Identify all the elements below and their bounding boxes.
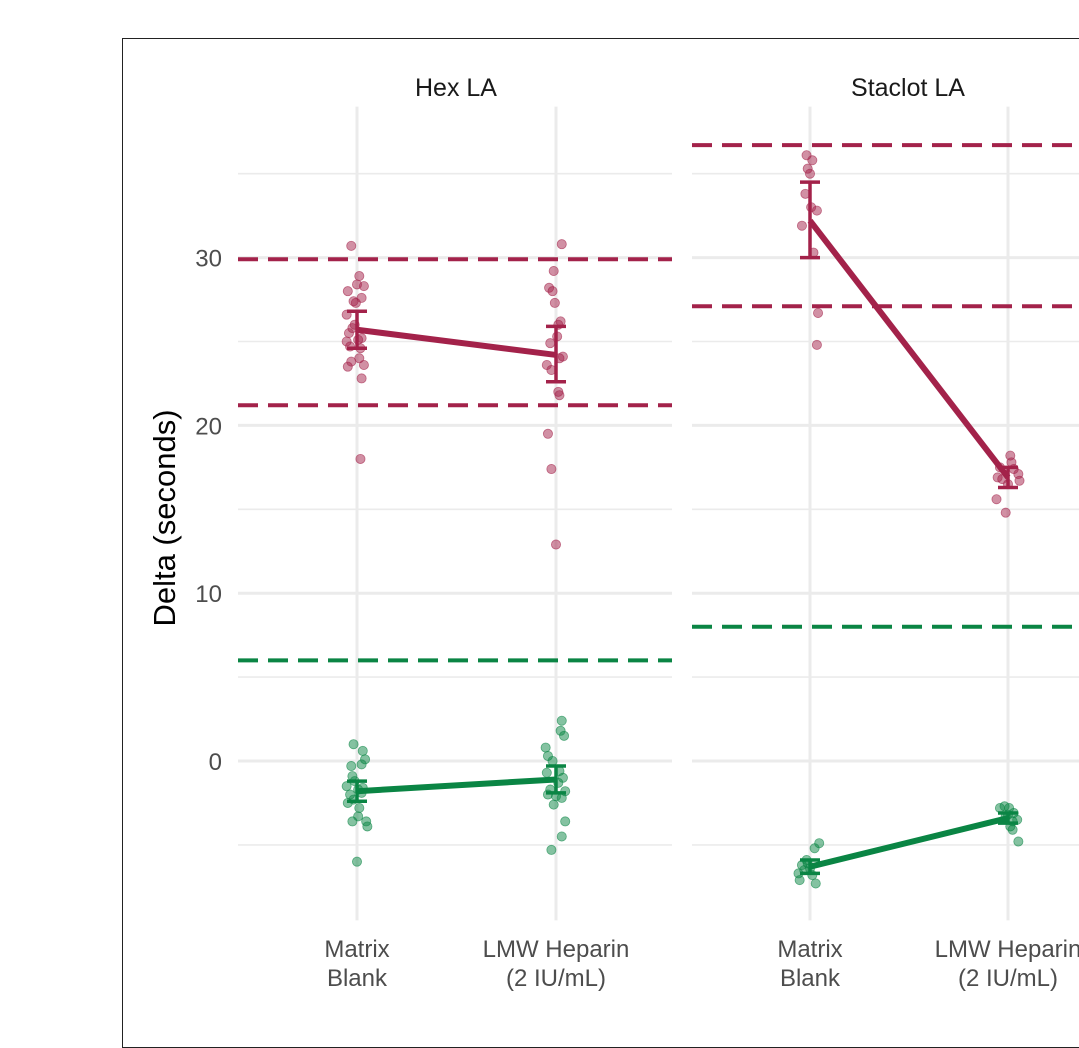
data-point-green: [541, 767, 552, 778]
data-points: [341, 150, 1025, 889]
data-point-green: [341, 781, 352, 792]
data-point-red: [548, 266, 559, 277]
y-tick-label: 0: [209, 749, 222, 776]
data-point-green: [353, 811, 364, 822]
x-tick-label: LMW Heparin: [483, 936, 630, 963]
data-point-red: [342, 286, 353, 297]
data-point-green: [1007, 824, 1018, 835]
data-point-red: [811, 339, 822, 350]
mean-lines: [347, 180, 1018, 876]
data-point-red: [356, 373, 367, 384]
data-point-red: [546, 464, 557, 475]
data-point-green: [794, 875, 805, 886]
data-point-red: [351, 279, 362, 290]
data-point-green: [540, 742, 551, 753]
data-point-red: [354, 271, 365, 282]
data-point-red: [556, 239, 567, 250]
x-tick-label: Blank: [327, 965, 388, 992]
data-point-green: [348, 739, 359, 750]
data-point-green: [356, 759, 367, 770]
x-tick-label: LMW Heparin: [935, 936, 1079, 963]
data-point-red: [545, 338, 556, 349]
data-point-green: [351, 856, 362, 867]
data-point-red: [554, 390, 565, 401]
data-point-green: [357, 745, 368, 756]
data-point-green: [556, 831, 567, 842]
x-tick-label: Matrix: [777, 936, 842, 963]
data-point-green: [362, 821, 373, 832]
data-point-red: [355, 453, 366, 464]
x-tick-label: (2 IU/mL): [506, 965, 606, 992]
data-point-red: [813, 307, 824, 318]
data-point-red: [342, 361, 353, 372]
data-point-red: [1000, 507, 1011, 518]
y-tick-label: 20: [195, 413, 222, 440]
data-point-green: [547, 756, 558, 767]
data-point-red: [358, 359, 369, 370]
mean-line-red: [356, 326, 557, 358]
data-point-green: [1013, 836, 1024, 847]
data-point-red: [350, 297, 361, 308]
y-tick-label: 30: [195, 246, 222, 273]
data-point-green: [559, 730, 570, 741]
facet-title: Hex LA: [415, 74, 497, 102]
x-tick-label: Blank: [780, 965, 841, 992]
data-point-green: [548, 799, 559, 810]
data-point-red: [551, 539, 562, 550]
y-tick-label: 10: [195, 581, 222, 608]
data-point-green: [810, 878, 821, 889]
x-tick-label: Matrix: [324, 936, 389, 963]
data-point-green: [556, 715, 567, 726]
data-point-red: [547, 286, 558, 297]
data-point-green: [354, 802, 365, 813]
data-point-red: [807, 155, 818, 166]
mean-line-red: [807, 218, 1011, 480]
mean-line-green: [356, 776, 557, 795]
data-point-red: [796, 220, 807, 231]
mean-line-green: [809, 815, 1009, 870]
x-tick-label: (2 IU/mL): [958, 965, 1058, 992]
data-point-red: [1014, 475, 1025, 486]
data-point-green: [346, 761, 357, 772]
facet-title: Staclot LA: [851, 74, 965, 102]
y-axis-label: Delta (seconds): [147, 409, 182, 626]
data-point-red: [346, 240, 357, 251]
data-point-red: [991, 494, 1002, 505]
data-point-green: [546, 844, 557, 855]
data-point-green: [560, 816, 571, 827]
data-point-green: [809, 843, 820, 854]
data-point-red: [805, 168, 816, 179]
threshold-lines: [238, 143, 1079, 663]
grid: [238, 106, 1079, 921]
data-point-red: [542, 428, 553, 439]
data-point-red: [549, 297, 560, 308]
